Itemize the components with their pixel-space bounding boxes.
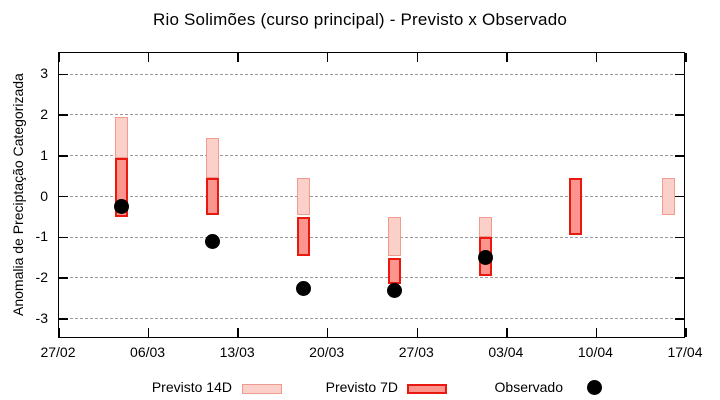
y-tick-mark-right <box>675 155 684 157</box>
x-tick-label: 17/04 <box>667 344 703 360</box>
previsto-14d-bar <box>478 217 492 238</box>
y-tick-mark-left <box>59 155 68 157</box>
legend-swatch-previsto-7d <box>407 384 447 394</box>
chart-title: Rio Solimões (curso principal) - Previst… <box>152 10 568 29</box>
observado-point <box>295 280 311 296</box>
legend-label: Previsto 14D <box>151 379 232 395</box>
x-tick-mark-bottom <box>685 328 687 337</box>
y-tick-mark-left <box>59 236 68 239</box>
previsto-14d-bar <box>661 178 675 216</box>
previsto-7d-bar <box>206 178 220 216</box>
x-tick-mark-bottom <box>506 328 508 337</box>
legend-label: Previsto 7D <box>325 379 398 395</box>
x-tick-mark-bottom <box>237 328 239 337</box>
x-tick-mark-top <box>595 53 598 62</box>
gridline <box>60 277 683 279</box>
previsto-14d-bar <box>206 137 220 179</box>
previsto-14d-bar <box>387 217 401 256</box>
x-tick-mark-top <box>58 53 60 62</box>
x-tick-mark-top <box>685 53 687 62</box>
gridline <box>60 236 683 238</box>
y-tick-mark-left <box>59 277 68 279</box>
x-tick-mark-bottom <box>326 328 329 337</box>
observado-point <box>114 199 130 215</box>
y-tick-mark-right <box>675 236 684 239</box>
x-tick-mark-bottom <box>416 328 419 337</box>
x-tick-mark-bottom <box>147 328 150 337</box>
previsto-7d-bar <box>569 178 583 236</box>
y-tick-label: -3 <box>35 310 48 326</box>
y-tick-label: 3 <box>40 65 48 82</box>
x-tick-label: 06/03 <box>130 344 166 360</box>
y-tick-mark-left <box>59 318 68 320</box>
x-tick-label: 20/03 <box>309 344 345 360</box>
gridline <box>60 318 683 320</box>
x-tick-label: 13/03 <box>219 344 255 360</box>
x-tick-mark-top <box>506 53 508 62</box>
legend-label: Observado <box>494 379 563 395</box>
x-tick-label: 03/04 <box>488 344 524 360</box>
x-tick-mark-bottom <box>58 328 60 337</box>
plot-area <box>58 52 687 338</box>
x-tick-label: 27/02 <box>40 344 76 360</box>
previsto-7d-bar <box>296 217 310 256</box>
y-tick-mark-left <box>59 114 68 116</box>
previsto-14d-bar <box>296 178 310 216</box>
gridline <box>60 73 683 75</box>
y-tick-mark-right <box>675 114 684 116</box>
y-tick-mark-right <box>675 195 684 198</box>
y-tick-mark-right <box>675 318 684 320</box>
x-tick-label: 27/03 <box>398 344 434 360</box>
x-tick-mark-top <box>326 53 329 62</box>
previsto-7d-bar <box>387 257 401 285</box>
previsto-14d-bar <box>115 117 129 158</box>
y-tick-mark-right <box>675 73 684 76</box>
observado-point <box>386 282 402 298</box>
y-tick-label: 2 <box>40 106 48 123</box>
x-tick-mark-top <box>237 53 239 62</box>
x-tick-mark-bottom <box>595 328 598 337</box>
legend-dot-observado <box>587 380 602 395</box>
gridline <box>60 155 683 157</box>
y-tick-mark-left <box>59 195 68 198</box>
observado-point <box>205 234 221 250</box>
gridline <box>60 195 683 197</box>
gridline <box>60 114 683 116</box>
y-tick-label: 1 <box>40 146 48 163</box>
y-tick-label: 0 <box>40 187 48 204</box>
x-tick-mark-top <box>416 53 419 62</box>
observado-point <box>477 250 493 266</box>
x-tick-label: 10/04 <box>577 344 613 360</box>
y-tick-label: -2 <box>35 269 48 286</box>
legend-swatch-previsto-14d <box>242 384 282 394</box>
y-tick-label: -1 <box>35 228 48 245</box>
y-tick-mark-right <box>675 277 684 279</box>
y-tick-mark-left <box>59 73 68 76</box>
x-tick-mark-top <box>147 53 150 62</box>
